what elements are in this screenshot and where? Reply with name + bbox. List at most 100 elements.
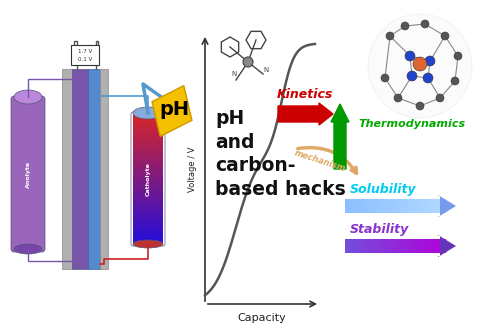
Circle shape	[450, 77, 458, 85]
Text: Catholyte: Catholyte	[145, 162, 150, 196]
FancyArrow shape	[360, 199, 366, 213]
Bar	[133, 140, 163, 143]
Circle shape	[406, 71, 416, 81]
FancyArrow shape	[407, 239, 413, 253]
Circle shape	[400, 22, 408, 30]
FancyArrow shape	[437, 195, 455, 217]
Polygon shape	[152, 86, 191, 136]
Text: pH
and
carbon-
based hacks: pH and carbon- based hacks	[214, 109, 345, 199]
FancyArrow shape	[402, 199, 408, 213]
FancyArrow shape	[365, 199, 371, 213]
Bar	[133, 221, 163, 225]
Circle shape	[453, 52, 461, 60]
Bar	[133, 224, 163, 228]
FancyArrow shape	[418, 199, 424, 213]
Ellipse shape	[133, 240, 163, 248]
Bar	[133, 201, 163, 205]
FancyBboxPatch shape	[11, 96, 45, 252]
FancyArrow shape	[278, 103, 332, 125]
Bar	[133, 208, 163, 212]
Bar	[133, 195, 163, 199]
Text: Thermodynamics: Thermodynamics	[357, 119, 464, 129]
FancyArrow shape	[371, 199, 377, 213]
Bar	[133, 117, 163, 121]
Bar	[133, 230, 163, 234]
Circle shape	[393, 94, 401, 102]
Bar	[88, 69, 100, 269]
Bar	[133, 136, 163, 140]
FancyArrow shape	[350, 239, 356, 253]
Circle shape	[420, 20, 428, 28]
FancyArrow shape	[381, 239, 387, 253]
Text: Voltage / V: Voltage / V	[188, 146, 197, 192]
FancyArrow shape	[386, 239, 392, 253]
FancyArrow shape	[355, 199, 361, 213]
Text: Anolyte: Anolyte	[26, 160, 31, 188]
Ellipse shape	[133, 107, 163, 119]
FancyArrow shape	[344, 199, 350, 213]
Bar	[133, 237, 163, 241]
FancyArrow shape	[360, 239, 366, 253]
FancyArrow shape	[433, 239, 439, 253]
Bar	[133, 149, 163, 153]
FancyArrow shape	[371, 239, 377, 253]
Bar	[133, 179, 163, 182]
FancyArrow shape	[428, 239, 434, 253]
Text: Solubility: Solubility	[349, 182, 416, 195]
FancyArrow shape	[428, 199, 434, 213]
FancyArrow shape	[330, 104, 348, 169]
Circle shape	[440, 32, 448, 40]
FancyArrow shape	[355, 239, 361, 253]
FancyArrow shape	[392, 199, 398, 213]
Bar	[133, 191, 163, 195]
FancyArrow shape	[386, 199, 392, 213]
FancyArrow shape	[344, 239, 350, 253]
Bar	[133, 153, 163, 156]
FancyArrow shape	[439, 239, 445, 253]
Bar	[133, 204, 163, 208]
Bar	[72, 69, 88, 269]
FancyArrow shape	[439, 199, 445, 213]
Bar	[133, 198, 163, 202]
FancyArrow shape	[418, 239, 424, 253]
Ellipse shape	[14, 244, 42, 254]
FancyArrow shape	[413, 239, 419, 253]
Text: 0.1 V: 0.1 V	[78, 56, 92, 62]
Bar	[62, 69, 72, 269]
Bar	[133, 113, 163, 117]
FancyArrow shape	[437, 235, 455, 257]
FancyArrow shape	[397, 199, 403, 213]
Circle shape	[435, 94, 443, 102]
Circle shape	[385, 32, 393, 40]
FancyArrow shape	[350, 199, 356, 213]
FancyArrow shape	[433, 199, 439, 213]
FancyArrow shape	[376, 199, 382, 213]
Text: Stability: Stability	[349, 223, 408, 236]
Bar	[133, 185, 163, 189]
Ellipse shape	[14, 90, 42, 104]
Bar	[133, 123, 163, 127]
FancyArrow shape	[423, 199, 429, 213]
Circle shape	[367, 14, 471, 118]
Bar	[133, 172, 163, 176]
Bar	[133, 211, 163, 215]
Bar	[133, 162, 163, 166]
Bar	[133, 214, 163, 218]
Text: mechanism: mechanism	[293, 148, 346, 174]
Bar	[133, 217, 163, 221]
FancyArrow shape	[381, 199, 387, 213]
FancyArrow shape	[413, 199, 419, 213]
Bar	[133, 130, 163, 133]
Bar	[133, 133, 163, 137]
Text: N: N	[231, 71, 236, 77]
Bar	[133, 175, 163, 179]
Circle shape	[415, 102, 423, 110]
Bar	[133, 159, 163, 163]
Bar	[133, 234, 163, 237]
FancyArrow shape	[365, 239, 371, 253]
Bar	[133, 126, 163, 130]
FancyArrow shape	[397, 239, 403, 253]
Circle shape	[424, 56, 434, 66]
Circle shape	[404, 51, 414, 61]
FancyArrow shape	[407, 199, 413, 213]
